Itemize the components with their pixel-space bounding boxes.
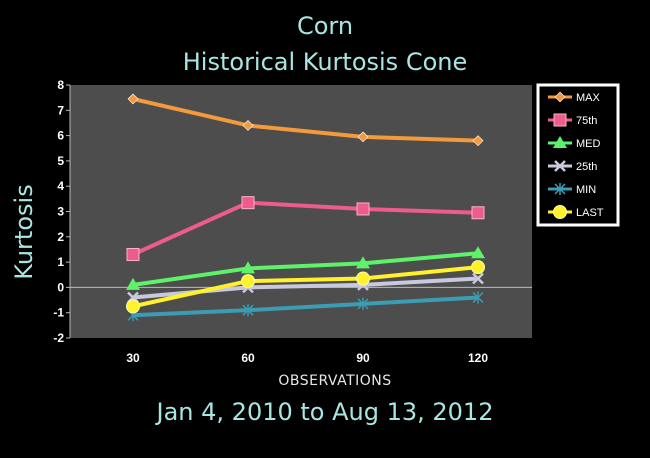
series-max xyxy=(127,93,484,147)
data-point-min xyxy=(357,297,369,310)
data-point-last xyxy=(471,260,485,275)
y-tick-label: 8 xyxy=(57,78,64,92)
y-tick-label: -1 xyxy=(53,306,64,320)
data-point-med xyxy=(356,256,370,269)
series-min xyxy=(127,291,484,322)
series-line-last xyxy=(132,265,479,309)
y-tick-label: 2 xyxy=(57,230,64,244)
series-line-max xyxy=(132,96,479,143)
y-tick-label: 6 xyxy=(57,129,64,143)
series-line-75th xyxy=(132,200,479,257)
y-tick-label: 0 xyxy=(57,280,64,294)
series-75th xyxy=(126,196,485,262)
data-point-max xyxy=(127,93,139,105)
legend-item-last: LAST xyxy=(548,205,604,219)
date-range-subtitle: Jan 4, 2010 to Aug 13, 2012 xyxy=(156,398,494,426)
y-tick-label: 4 xyxy=(57,179,64,193)
x-tick-label: 90 xyxy=(356,351,370,365)
data-point-min xyxy=(472,291,484,304)
legend-marker xyxy=(553,136,567,148)
legend-marker xyxy=(554,183,566,195)
legend-marker xyxy=(554,91,566,103)
legend-label: 75th xyxy=(576,115,597,127)
legend-label: MAX xyxy=(576,92,601,104)
legend-marker xyxy=(553,113,567,127)
legend: MAX 75th MED 25th MIN LAST xyxy=(536,83,620,227)
data-point-75th xyxy=(356,202,370,216)
data-point-min xyxy=(242,304,254,317)
data-point-25th xyxy=(472,272,484,285)
data-point-max xyxy=(357,131,369,143)
series-group xyxy=(126,93,485,322)
y-tick-label: -2 xyxy=(53,331,64,345)
legend-label: LAST xyxy=(576,207,604,219)
data-point-med xyxy=(471,246,485,259)
data-point-75th xyxy=(126,248,140,262)
legend-label: 25th xyxy=(576,161,597,173)
x-axis-label: OBSERVATIONS xyxy=(278,373,392,389)
x-tick-label: 30 xyxy=(126,351,140,365)
data-point-max xyxy=(472,135,484,147)
y-tick-label: 7 xyxy=(57,103,64,117)
series-med xyxy=(126,246,485,290)
data-point-last xyxy=(241,274,255,289)
y-tick-label: 5 xyxy=(57,154,64,168)
y-tick-label: 3 xyxy=(57,205,64,219)
data-point-last xyxy=(126,299,140,314)
chart-title-line2: Historical Kurtosis Cone xyxy=(182,48,468,76)
x-tick-label: 60 xyxy=(241,351,255,365)
legend-item-max: MAX xyxy=(548,91,601,104)
data-point-last xyxy=(356,271,370,286)
legend-box xyxy=(536,83,620,227)
legend-label: MED xyxy=(576,138,601,150)
data-point-max xyxy=(242,120,254,131)
y-tick-labels: -2 -1 0 1 2 3 4 5 6 7 8 xyxy=(53,78,70,345)
x-tick-label: 120 xyxy=(468,351,488,365)
legend-marker xyxy=(553,205,567,219)
legend-marker xyxy=(554,160,566,172)
series-line-min xyxy=(132,295,479,318)
series-line-med xyxy=(132,251,479,287)
legend-item-min: MIN xyxy=(548,183,596,196)
data-point-med xyxy=(126,277,140,290)
legend-item-med: MED xyxy=(548,136,601,150)
legend-item-25th: 25th xyxy=(548,160,597,173)
x-tick-labels: 30 60 90 120 xyxy=(126,351,488,365)
data-point-75th xyxy=(241,196,255,210)
legend-label: MIN xyxy=(576,184,596,196)
series-last xyxy=(126,260,485,314)
y-tick-label: 1 xyxy=(57,255,64,269)
chart-title-line1: Corn xyxy=(296,12,354,40)
y-axis-label: Kurtosis xyxy=(10,184,38,280)
data-point-75th xyxy=(471,206,485,220)
data-point-med xyxy=(241,261,255,274)
legend-item-75th: 75th xyxy=(548,113,597,127)
